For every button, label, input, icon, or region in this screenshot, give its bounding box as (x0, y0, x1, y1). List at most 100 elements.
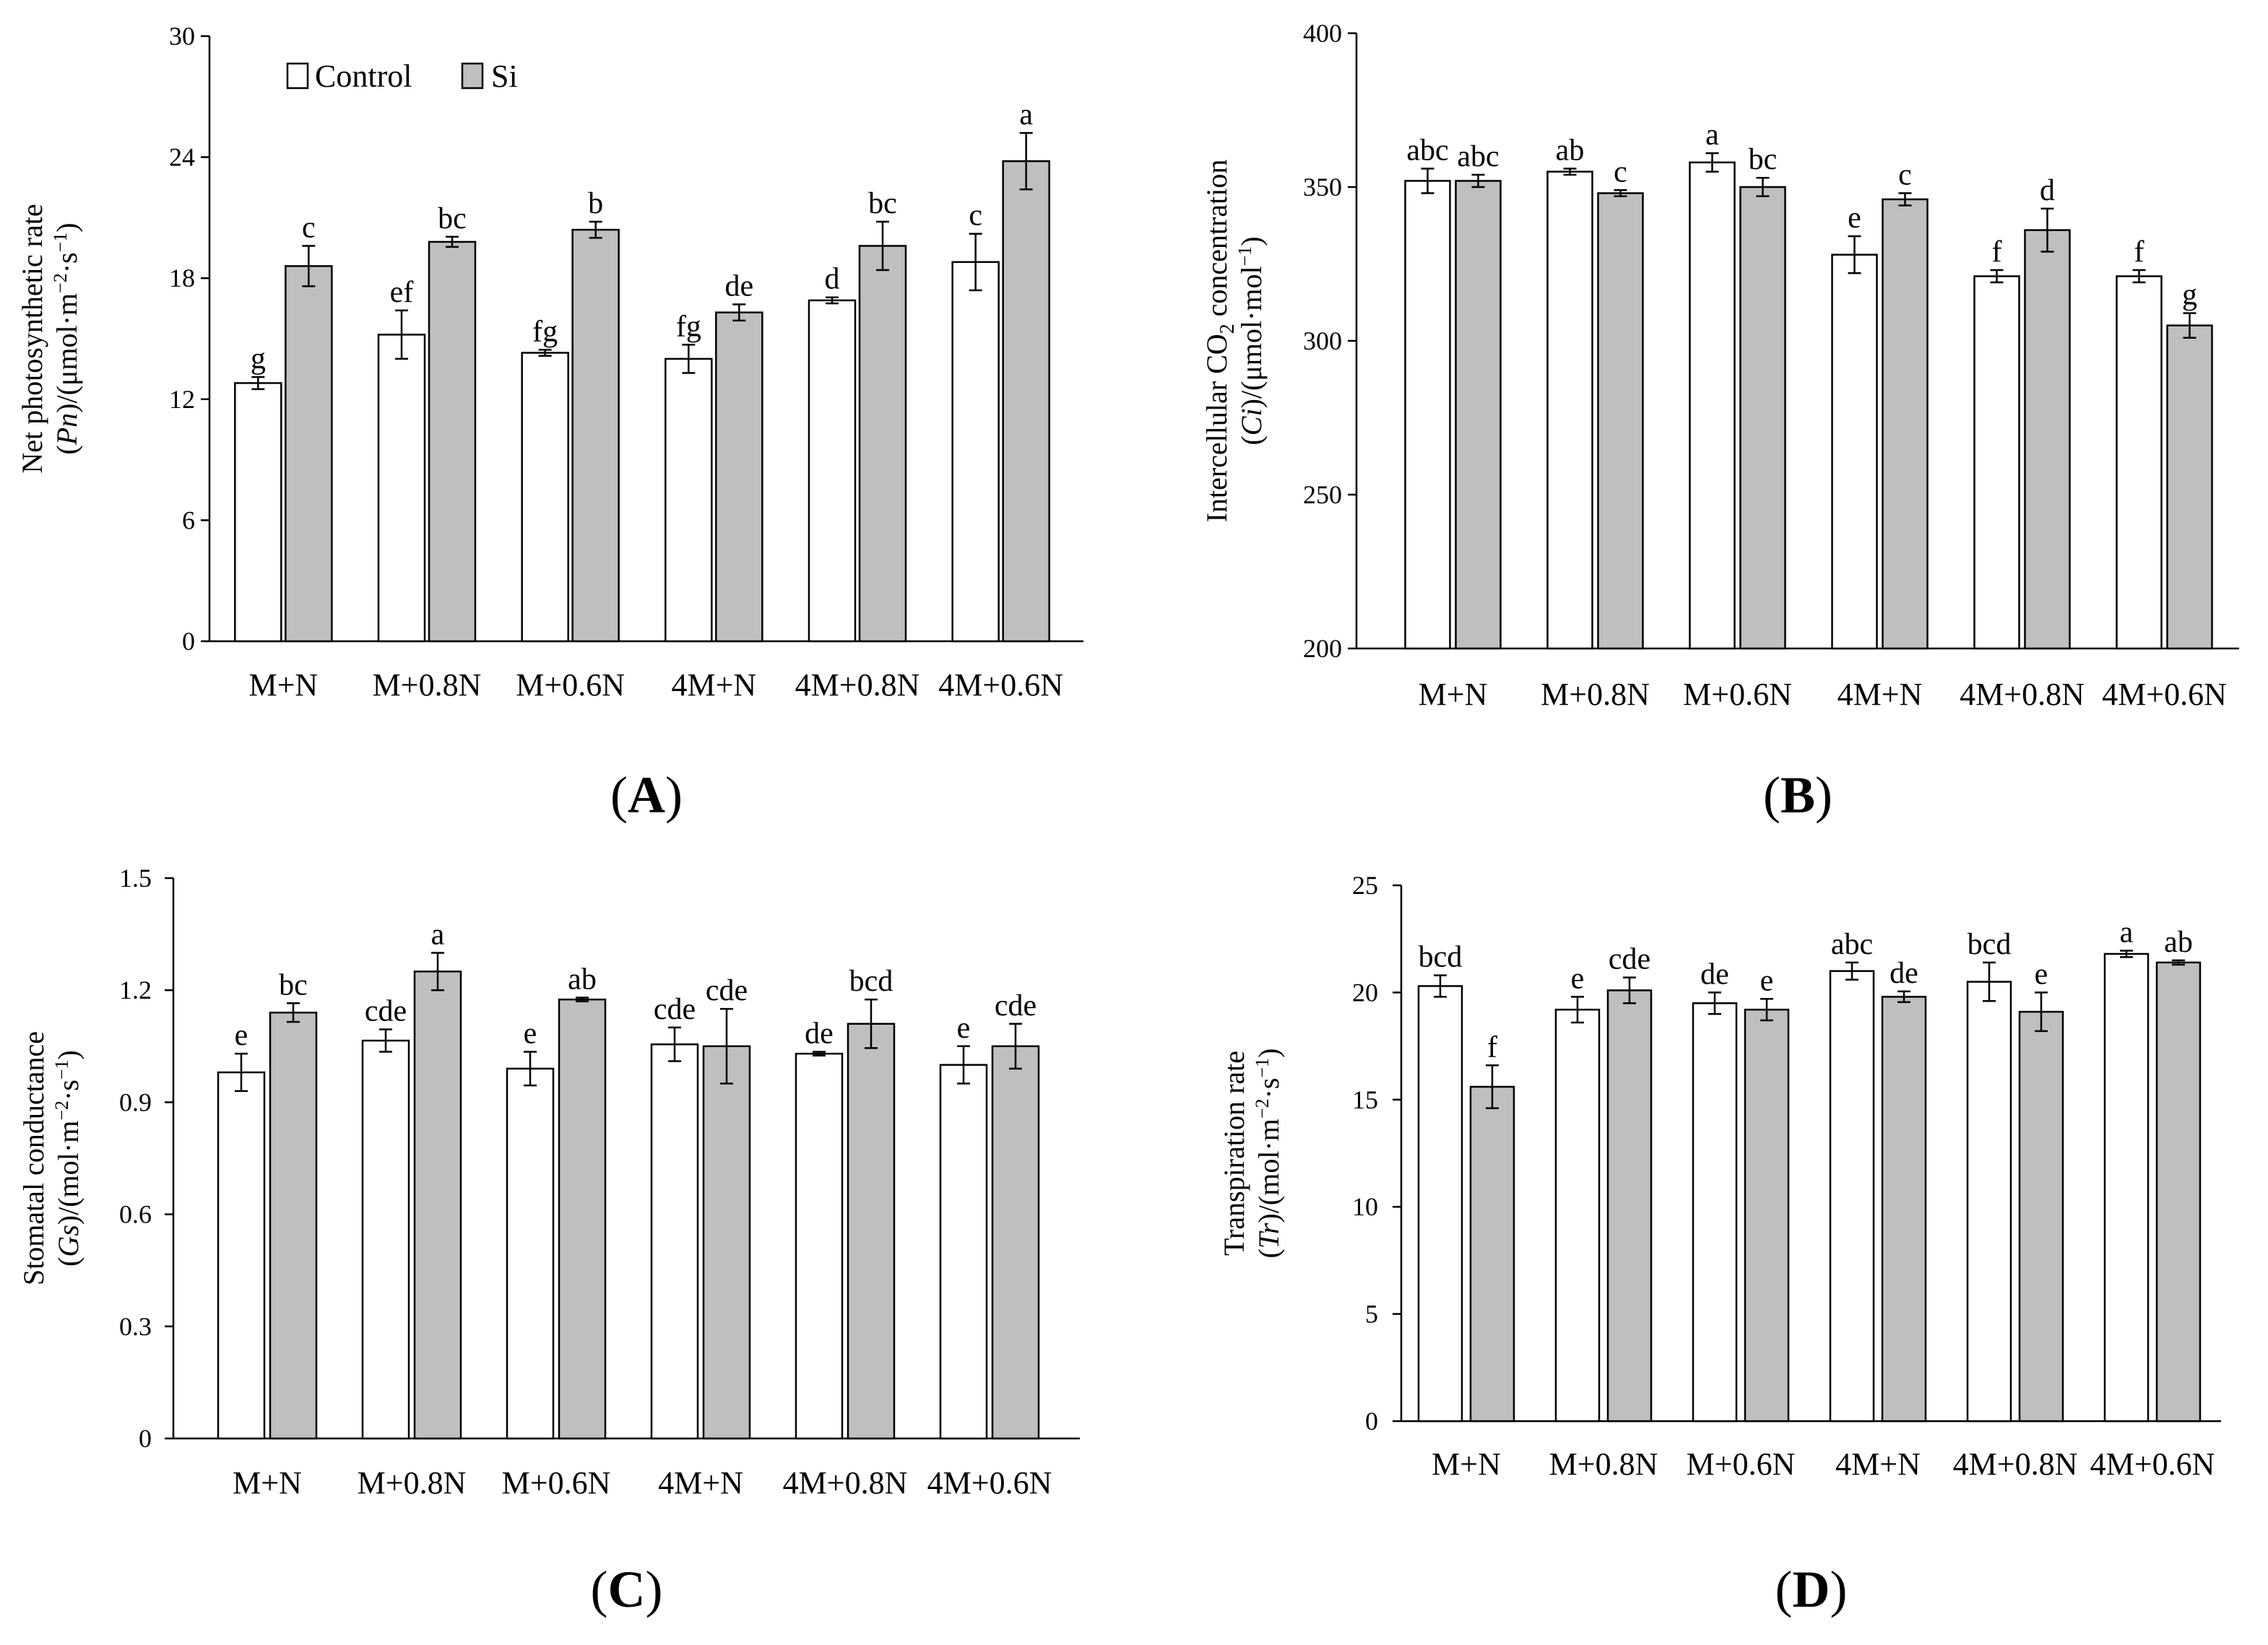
bar-si (1882, 198, 1929, 650)
y-axis-title-exponent: −1 (1252, 1058, 1273, 1078)
y-axis-title-symbol: Ci (1235, 408, 1268, 435)
category-label: M+N (233, 1465, 302, 1501)
category-label: 4M+0.6N (938, 667, 1063, 703)
bar-si (269, 1011, 318, 1440)
significance-label: cde (365, 995, 407, 1028)
y-axis-title-exponent: −2 (51, 1101, 72, 1121)
bar-si (558, 998, 607, 1440)
bar-si (847, 1023, 896, 1440)
category-label: M+0.8N (1541, 677, 1650, 712)
significance-label: fg (532, 315, 558, 348)
y-axis-title-line1: Transpiration rate (1218, 1051, 1250, 1256)
bar-si (1469, 1085, 1515, 1423)
panel-label: (D) (1775, 1561, 1848, 1618)
panel-label: (A) (610, 766, 683, 824)
bar-control (939, 1064, 988, 1440)
significance-label: e (235, 1019, 248, 1052)
bar-si (1606, 989, 1653, 1423)
panel-label: (C) (591, 1561, 663, 1618)
bar-si (1597, 192, 1644, 650)
panel-label-paren: ) (665, 766, 683, 824)
significance-label: a (1705, 118, 1719, 152)
y-tick-label: 400 (1303, 19, 1342, 48)
y-axis-title: Intercellular CO2 concentration (Ci)/(μmo… (1200, 160, 1268, 523)
panel-label-paren: ( (591, 1561, 608, 1618)
significance-label: a (2120, 916, 2134, 950)
bar-control (234, 382, 282, 643)
y-axis-title-exponent: −2 (50, 273, 71, 293)
significance-label: de (1890, 957, 1918, 990)
bar-si (428, 240, 477, 643)
bar-control (1831, 253, 1878, 650)
bar-control (2116, 275, 2163, 650)
y-axis-title-exponent: −1 (51, 1059, 72, 1080)
bar-control (1546, 170, 1593, 650)
bar-control (650, 1043, 699, 1440)
significance-label: cde (706, 974, 748, 1007)
legend-swatch-control (286, 62, 309, 90)
bar-si (2166, 324, 2213, 650)
significance-label: e (1760, 964, 1774, 997)
bar-control (1973, 275, 2020, 650)
y-axis-title-paren: ) (1235, 236, 1268, 246)
y-axis-title: Net photosynthetic rate(Pn)/(μmol·m−2·s−… (16, 204, 83, 473)
bar-control (795, 1052, 844, 1440)
chart-panel-a: 0612182430gcM+NefbcM+0.8NfgbM+0.6Nfgde4M… (16, 22, 1083, 824)
category-label: M+N (1432, 1446, 1501, 1482)
y-tick-label: 10 (1352, 1192, 1378, 1221)
significance-label: cde (1609, 943, 1650, 976)
significance-label: e (2035, 958, 2048, 991)
bar-si (991, 1045, 1040, 1440)
panel-label-paren: ) (646, 1561, 663, 1618)
y-tick-label: 6 (182, 505, 195, 534)
bar-control (665, 357, 713, 643)
significance-label: f (1487, 1030, 1497, 1064)
bar-control (506, 1067, 555, 1440)
y-axis-title-paren: ( (52, 1257, 85, 1267)
panel-label-letter: C (608, 1561, 646, 1618)
bar-si (413, 971, 462, 1440)
category-label: M+0.6N (1687, 1446, 1796, 1482)
bar-control (521, 352, 569, 643)
bar-control (1417, 985, 1463, 1423)
category-label: 4M+N (1835, 1446, 1921, 1482)
significance-label: bc (438, 202, 467, 235)
significance-label: c (302, 212, 316, 245)
y-axis-title-paren: ) (1252, 1049, 1285, 1058)
significance-label: bc (1749, 143, 1778, 176)
y-tick-label: 1.2 (119, 976, 152, 1004)
significance-label: e (524, 1017, 537, 1051)
category-label: M+N (1419, 677, 1488, 712)
bar-control (377, 334, 426, 643)
category-label: 4M+0.8N (783, 1465, 908, 1501)
y-axis-title-symbol: Gs (52, 1225, 85, 1256)
category-label: M+N (248, 667, 318, 703)
y-tick-label: 0 (139, 1424, 152, 1453)
bar-control (1554, 1008, 1601, 1423)
y-tick-label: 350 (1303, 173, 1342, 201)
significance-label: cde (995, 989, 1036, 1023)
y-tick-label: 24 (169, 143, 195, 172)
y-tick-label: 250 (1303, 480, 1342, 509)
category-label: 4M+N (671, 667, 756, 703)
y-tick-label: 300 (1303, 326, 1342, 355)
y-axis-title-line1: Stomatal conductance (17, 1031, 50, 1285)
panel-label-letter: B (1780, 766, 1815, 824)
category-label: M+0.8N (373, 667, 482, 703)
category-label: 4M+0.6N (2090, 1446, 2215, 1482)
significance-label: bc (868, 187, 897, 220)
bar-control (1404, 180, 1451, 650)
category-label: M+0.6N (516, 667, 625, 703)
significance-label: f (1992, 235, 2002, 269)
bar-control (808, 299, 857, 643)
significance-label: ef (390, 276, 414, 309)
bar-control (1829, 970, 1875, 1423)
y-tick-label: 25 (1352, 871, 1378, 900)
significance-label: bcd (1419, 941, 1463, 974)
significance-label: c (1898, 159, 1912, 192)
significance-label: a (1019, 98, 1033, 131)
y-axis-title-exponent: −1 (50, 233, 71, 253)
significance-label: bcd (1968, 928, 2012, 961)
